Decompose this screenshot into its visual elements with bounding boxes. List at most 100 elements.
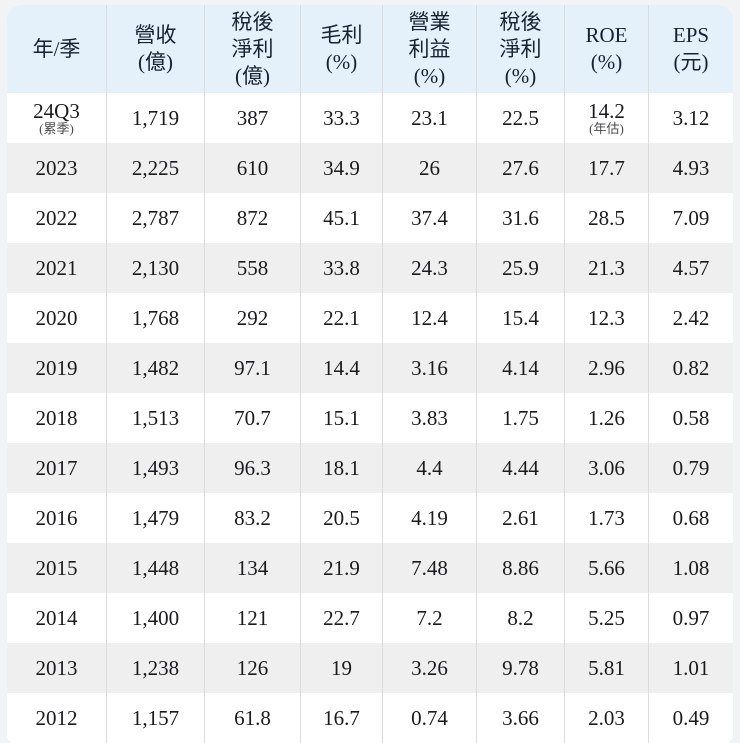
cell-value: 0.97 [672, 605, 710, 630]
column-header-line: 淨利 [499, 36, 542, 61]
table-cell: 8.2 [477, 593, 565, 643]
table-cell: 134 [205, 543, 301, 593]
column-header-revenue: 營收 (億) [107, 5, 205, 93]
table-cell: 2018 [7, 393, 107, 443]
cell-value: 20.5 [323, 505, 360, 530]
table-body: 24Q3 (累季) 1,719 387 33.3 23.1 22.5 14.2 (年估) 3.12… [7, 93, 733, 743]
cell-value: 2016 [35, 505, 78, 530]
table-row: 2022 2,787 872 45.1 37.4 31.6 28.5 7.09 [7, 193, 733, 243]
cell-value: 21.9 [323, 555, 360, 580]
cell-value: 31.6 [502, 205, 539, 230]
cell-value: 4.44 [502, 455, 539, 480]
cell-value: 2.42 [672, 305, 710, 330]
cell-value: 3.12 [672, 105, 710, 130]
cell-value: 2013 [35, 655, 78, 680]
table-cell: 126 [205, 643, 301, 693]
cell-value: 9.78 [502, 655, 539, 680]
column-header-net-margin: 稅後 淨利 (%) [477, 5, 565, 93]
table-cell: 7.09 [649, 193, 733, 243]
cell-value: 15.1 [323, 405, 360, 430]
cell-value: 1,448 [131, 555, 180, 580]
cell-value: 1,482 [131, 355, 180, 380]
cell-sub-label: (年估) [589, 121, 624, 137]
table-row: 2014 1,400 121 22.7 7.2 8.2 5.25 0.97 [7, 593, 733, 643]
table-cell: 14.2 (年估) [565, 93, 649, 143]
cell-value: 872 [236, 205, 269, 230]
cell-value: 17.7 [588, 155, 625, 180]
table-cell: 15.4 [477, 293, 565, 343]
cell-value: 61.8 [234, 705, 271, 730]
cell-value: 2017 [35, 455, 78, 480]
table-cell: 4.57 [649, 243, 733, 293]
cell-value: 2,225 [131, 155, 180, 180]
cell-value: 4.4 [416, 455, 443, 480]
cell-value: 2022 [35, 205, 78, 230]
cell-value: 5.25 [588, 605, 625, 630]
table-cell: 1.08 [649, 543, 733, 593]
table-cell: 5.81 [565, 643, 649, 693]
table-cell: 2,787 [107, 193, 205, 243]
table-cell: 2017 [7, 443, 107, 493]
table-cell: 21.9 [301, 543, 383, 593]
column-header-line: 年/季 [32, 36, 81, 61]
table-cell: 8.86 [477, 543, 565, 593]
table-cell: 22.5 [477, 93, 565, 143]
table-cell: 4.4 [383, 443, 477, 493]
table-cell: 1.01 [649, 643, 733, 693]
cell-value: 21.3 [588, 255, 625, 280]
cell-value: 2021 [35, 255, 78, 280]
table-row: 2020 1,768 292 22.1 12.4 15.4 12.3 2.42 [7, 293, 733, 343]
column-header-year-quarter: 年/季 [7, 5, 107, 93]
cell-value: 12.4 [411, 305, 448, 330]
cell-value: 24.3 [411, 255, 448, 280]
table-row: 2018 1,513 70.7 15.1 3.83 1.75 1.26 0.58 [7, 393, 733, 443]
table-cell: 1,238 [107, 643, 205, 693]
table-cell: 22.7 [301, 593, 383, 643]
cell-value: 2023 [35, 155, 78, 180]
cell-value: 22.1 [323, 305, 360, 330]
table-cell: 15.1 [301, 393, 383, 443]
table-row: 2023 2,225 610 34.9 26 27.6 17.7 4.93 [7, 143, 733, 193]
table-cell: 0.49 [649, 693, 733, 743]
table-cell: 4.93 [649, 143, 733, 193]
cell-value: 18.1 [323, 455, 360, 480]
cell-value: 292 [236, 305, 269, 330]
cell-value: 25.9 [502, 255, 539, 280]
cell-value: 0.68 [672, 505, 710, 530]
cell-value: 33.8 [323, 255, 360, 280]
cell-value: 1.01 [672, 655, 710, 680]
cell-value: 12.3 [588, 305, 625, 330]
cell-value: 2019 [35, 355, 78, 380]
table-cell: 3.66 [477, 693, 565, 743]
cell-value: 96.3 [234, 455, 271, 480]
cell-value: 26 [419, 155, 440, 180]
column-header-line: (%) [413, 63, 446, 88]
cell-value: 558 [236, 255, 269, 280]
table-cell: 2.96 [565, 343, 649, 393]
cell-value: 24Q3 [33, 99, 80, 124]
cell-sub-label: (累季) [39, 121, 74, 137]
cell-value: 610 [236, 155, 269, 180]
financial-table-container: 年/季 營收 (億) 稅後 淨利 (億) 毛利 (%) 營業 利益 (%) 稅後 淨利 (%) ROE (%)… [7, 5, 733, 743]
cell-value: 97.1 [234, 355, 271, 380]
cell-value: 0.74 [411, 705, 448, 730]
table-cell: 5.66 [565, 543, 649, 593]
column-header-line: EPS [672, 23, 710, 47]
table-row: 24Q3 (累季) 1,719 387 33.3 23.1 22.5 14.2 (年估) 3.12 [7, 93, 733, 143]
cell-value: 0.49 [672, 705, 710, 730]
table-cell: 9.78 [477, 643, 565, 693]
table-cell: 1,719 [107, 93, 205, 143]
table-cell: 1,513 [107, 393, 205, 443]
table-cell: 2020 [7, 293, 107, 343]
table-cell: 21.3 [565, 243, 649, 293]
table-cell: 31.6 [477, 193, 565, 243]
table-cell: 121 [205, 593, 301, 643]
table-cell: 0.79 [649, 443, 733, 493]
column-header-gross-margin: 毛利 (%) [301, 5, 383, 93]
cell-value: 3.16 [411, 355, 448, 380]
table-row: 2016 1,479 83.2 20.5 4.19 2.61 1.73 0.68 [7, 493, 733, 543]
column-header-line: 淨利 [231, 36, 274, 61]
table-cell: 2012 [7, 693, 107, 743]
cell-value: 1,768 [131, 305, 180, 330]
cell-value: 2014 [35, 605, 78, 630]
